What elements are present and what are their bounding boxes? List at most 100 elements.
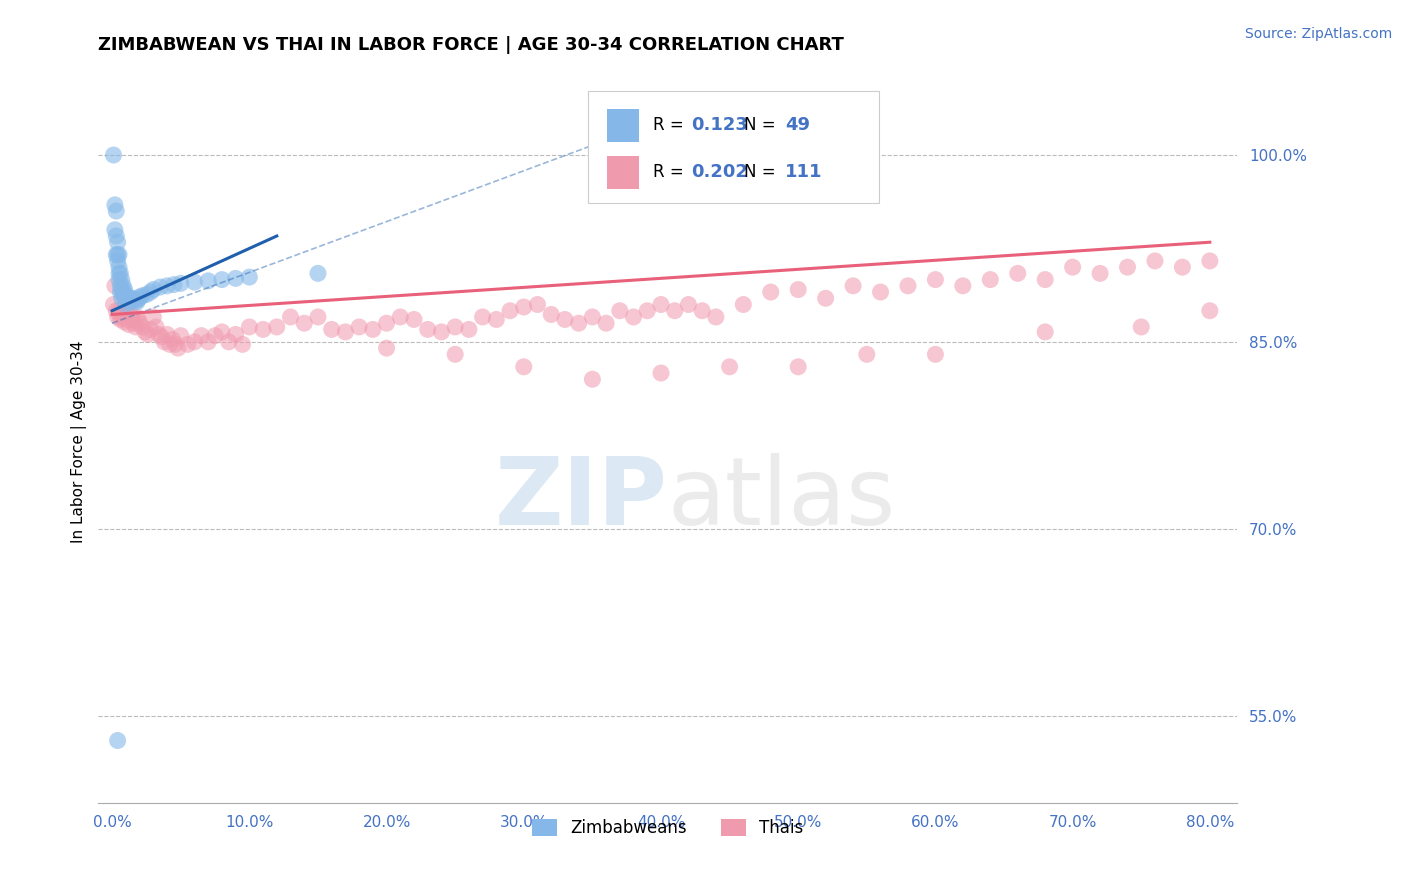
Point <box>1198 303 1220 318</box>
Point <box>787 283 810 297</box>
Point <box>159 337 181 351</box>
Text: R =: R = <box>652 163 689 181</box>
Point <box>115 287 138 301</box>
Point <box>389 310 412 324</box>
Point <box>197 334 219 349</box>
Point <box>110 285 132 299</box>
Point <box>118 295 141 310</box>
Point <box>115 312 138 326</box>
Point <box>121 291 143 305</box>
Point <box>924 272 946 286</box>
Point <box>190 328 212 343</box>
Point <box>1007 266 1029 280</box>
Point <box>103 297 125 311</box>
Point <box>120 310 142 324</box>
Point <box>128 316 150 330</box>
Point <box>375 316 398 330</box>
Point <box>1171 260 1194 274</box>
Point <box>163 277 186 292</box>
Point <box>107 310 129 324</box>
Point <box>704 310 727 324</box>
Point <box>111 283 134 297</box>
Point <box>145 320 167 334</box>
Point <box>444 320 467 334</box>
Point <box>107 733 129 747</box>
Point <box>104 198 127 212</box>
Point <box>1062 260 1084 274</box>
Text: Source: ZipAtlas.com: Source: ZipAtlas.com <box>1244 27 1392 41</box>
Point <box>125 310 148 324</box>
Point <box>127 293 149 307</box>
Point <box>111 310 134 324</box>
Point <box>176 337 198 351</box>
Point <box>108 260 131 274</box>
Point <box>1198 253 1220 268</box>
Point <box>128 290 150 304</box>
Text: 111: 111 <box>785 163 823 181</box>
Point <box>471 310 494 324</box>
Point <box>136 327 159 342</box>
Point <box>139 285 162 299</box>
Point <box>115 290 138 304</box>
Point <box>114 290 136 304</box>
Point <box>581 310 603 324</box>
Text: 0.202: 0.202 <box>690 163 748 181</box>
Point <box>540 308 562 322</box>
Point <box>1116 260 1139 274</box>
Point <box>103 148 125 162</box>
Point <box>111 291 134 305</box>
Point <box>115 303 138 318</box>
Point <box>105 204 128 219</box>
Point <box>292 316 315 330</box>
Point <box>110 278 132 293</box>
Point <box>231 337 253 351</box>
Point <box>115 297 138 311</box>
Point <box>1088 266 1111 280</box>
Point <box>211 325 233 339</box>
Point <box>114 283 136 297</box>
Point <box>110 266 132 280</box>
Point <box>134 325 156 339</box>
Y-axis label: In Labor Force | Age 30-34: In Labor Force | Age 30-34 <box>72 340 87 543</box>
Point <box>218 334 240 349</box>
Point <box>513 300 536 314</box>
Point <box>111 272 134 286</box>
Point <box>1130 320 1153 334</box>
Point <box>112 287 135 301</box>
Point <box>238 270 260 285</box>
Point <box>156 327 179 342</box>
Point <box>110 312 132 326</box>
Point <box>402 312 425 326</box>
Point <box>153 334 176 349</box>
Point <box>347 320 370 334</box>
Point <box>165 337 187 351</box>
Point <box>321 322 343 336</box>
Text: atlas: atlas <box>668 453 896 545</box>
Point <box>127 312 149 326</box>
Point <box>526 297 548 311</box>
Point <box>225 271 247 285</box>
Point <box>280 310 302 324</box>
Point <box>361 322 384 336</box>
Point <box>108 248 131 262</box>
Point <box>149 280 172 294</box>
Point <box>167 341 190 355</box>
Point <box>924 347 946 361</box>
Point <box>513 359 536 374</box>
Point <box>118 308 141 322</box>
Legend: Zimbabweans, Thais: Zimbabweans, Thais <box>524 810 811 845</box>
Text: ZIP: ZIP <box>495 453 668 545</box>
Point <box>238 320 260 334</box>
Point <box>416 322 439 336</box>
Point <box>678 297 700 311</box>
Point <box>142 283 165 297</box>
Point <box>142 310 165 324</box>
Point <box>225 327 247 342</box>
Point <box>197 274 219 288</box>
Point <box>131 320 153 334</box>
Point <box>581 372 603 386</box>
Point <box>1033 325 1056 339</box>
Point <box>650 366 672 380</box>
Point <box>124 293 146 308</box>
Point <box>107 235 129 250</box>
